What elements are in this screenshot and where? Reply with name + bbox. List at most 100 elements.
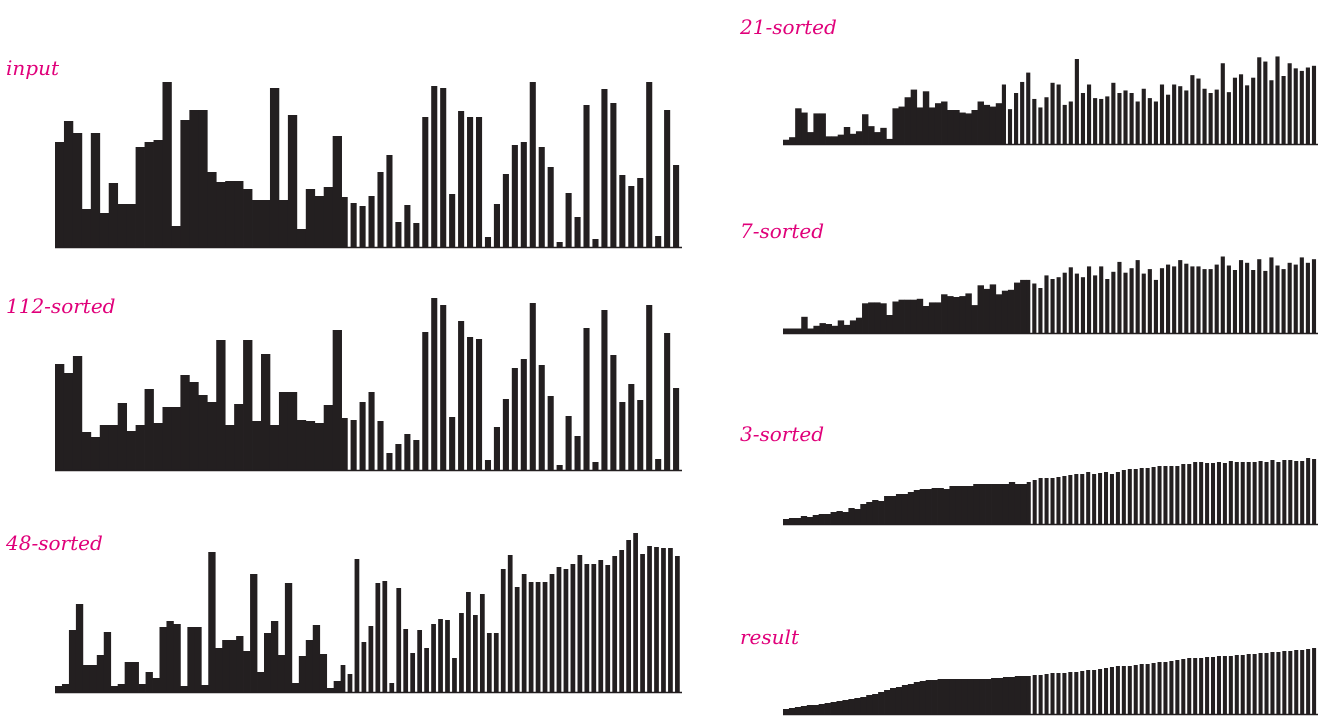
bar-input-52 (520, 142, 527, 247)
bar-result-23 (919, 681, 927, 714)
bar-21-sorted-23 (922, 91, 930, 144)
bar-21-sorted-49 (1080, 93, 1086, 144)
panel-112-sorted: 112-sorted (6, 294, 682, 472)
bar-112-sorted-32 (341, 418, 348, 470)
bar-3-sorted-28 (949, 486, 956, 524)
bar-48-sorted-52 (417, 630, 423, 692)
bar-result-9 (836, 701, 843, 714)
bar-112-sorted-39 (404, 434, 411, 470)
bar-21-sorted-76 (1245, 85, 1250, 144)
bar-result-80 (1258, 653, 1263, 714)
bar-112-sorted-1 (63, 373, 74, 470)
bar-3-sorted-52 (1092, 474, 1097, 524)
bar-21-sorted-27 (947, 110, 954, 144)
bar-3-sorted-10 (842, 512, 849, 524)
bars-result (783, 648, 1318, 716)
bar-21-sorted-29 (959, 112, 966, 144)
bar-48-sorted-67 (521, 574, 527, 692)
bar-3-sorted-35 (991, 484, 998, 524)
bar-21-sorted-40 (1026, 72, 1031, 144)
bar-112-sorted-62 (610, 355, 617, 470)
bar-result-50 (1080, 671, 1085, 714)
bar-3-sorted-71 (1205, 463, 1210, 524)
bar-result-74 (1222, 656, 1227, 714)
bar-21-sorted-47 (1068, 101, 1073, 144)
bar-48-sorted-42 (347, 674, 353, 692)
bar-112-sorted-43 (440, 305, 447, 470)
bar-result-32 (973, 679, 980, 714)
bar-7-sorted-60 (1147, 269, 1152, 333)
bar-input-55 (547, 167, 554, 247)
bar-7-sorted-43 (1044, 275, 1049, 333)
bar-112-sorted-6 (108, 425, 119, 470)
bar-7-sorted-45 (1056, 277, 1061, 333)
bar-7-sorted-30 (965, 293, 972, 333)
bar-48-sorted-71 (549, 574, 555, 692)
bar-result-70 (1199, 658, 1204, 714)
bar-48-sorted-63 (493, 633, 499, 692)
bar-3-sorted-65 (1169, 466, 1174, 524)
bar-7-sorted-25 (934, 302, 942, 333)
bar-3-sorted-68 (1187, 464, 1192, 524)
bar-result-78 (1246, 654, 1251, 714)
bar-48-sorted-18 (180, 686, 188, 692)
bar-3-sorted-54 (1104, 472, 1109, 524)
bar-21-sorted-78 (1257, 57, 1262, 144)
bar-result-43 (1038, 675, 1043, 714)
bar-48-sorted-54 (431, 624, 436, 692)
bar-48-sorted-9 (117, 684, 126, 692)
bar-3-sorted-81 (1264, 462, 1269, 524)
bar-input-38 (395, 222, 402, 247)
bar-3-sorted-73 (1216, 462, 1221, 524)
bar-7-sorted-82 (1281, 269, 1286, 333)
bar-result-40 (1020, 676, 1028, 714)
bar-48-sorted-30 (264, 633, 272, 692)
bar-3-sorted-67 (1181, 464, 1186, 524)
bar-3-sorted-11 (848, 508, 855, 524)
bar-3-sorted-24 (925, 489, 932, 524)
bar-21-sorted-9 (837, 134, 845, 144)
bar-21-sorted-22 (916, 107, 924, 144)
bar-21-sorted-8 (831, 136, 839, 144)
bar-48-sorted-68 (528, 582, 534, 692)
bar-7-sorted-66 (1184, 263, 1189, 333)
bar-3-sorted-85 (1288, 460, 1293, 524)
bar-7-sorted-81 (1275, 265, 1280, 333)
bar-48-sorted-29 (257, 672, 265, 692)
bars-48-sorted (55, 533, 682, 694)
bar-48-sorted-73 (563, 569, 569, 692)
bar-21-sorted-83 (1287, 63, 1292, 144)
bar-48-sorted-86 (654, 547, 659, 692)
bar-3-sorted-8 (830, 512, 837, 524)
bar-21-sorted-10 (843, 127, 851, 144)
bar-112-sorted-3 (81, 432, 92, 470)
bar-21-sorted-43 (1044, 97, 1049, 144)
bar-input-57 (565, 193, 572, 247)
bar-7-sorted-53 (1105, 279, 1110, 333)
bar-input-66 (646, 82, 653, 247)
bar-21-sorted-24 (928, 107, 936, 144)
bar-3-sorted-48 (1068, 475, 1073, 524)
bar-48-sorted-56 (445, 620, 450, 692)
bar-21-sorted-71 (1214, 89, 1219, 144)
bar-112-sorted-52 (520, 359, 527, 470)
bar-48-sorted-81 (619, 550, 625, 692)
bar-3-sorted-38 (1008, 482, 1016, 524)
bar-result-79 (1252, 654, 1257, 714)
panel-label-7-sorted: 7-sorted (740, 219, 824, 243)
bar-21-sorted-86 (1305, 67, 1310, 144)
bar-112-sorted-53 (529, 303, 536, 470)
bar-7-sorted-35 (995, 294, 1003, 333)
bar-21-sorted-61 (1153, 101, 1158, 144)
bar-result-4 (806, 705, 814, 714)
bar-48-sorted-40 (333, 681, 341, 692)
bar-112-sorted-59 (583, 328, 590, 470)
bar-input-7 (117, 204, 128, 247)
bar-21-sorted-60 (1147, 98, 1152, 144)
bar-input-58 (574, 217, 581, 247)
bar-7-sorted-74 (1232, 270, 1238, 333)
bar-input-42 (431, 86, 438, 247)
bar-112-sorted-45 (458, 321, 465, 470)
bar-7-sorted-1 (789, 328, 796, 333)
bar-7-sorted-31 (971, 305, 978, 333)
